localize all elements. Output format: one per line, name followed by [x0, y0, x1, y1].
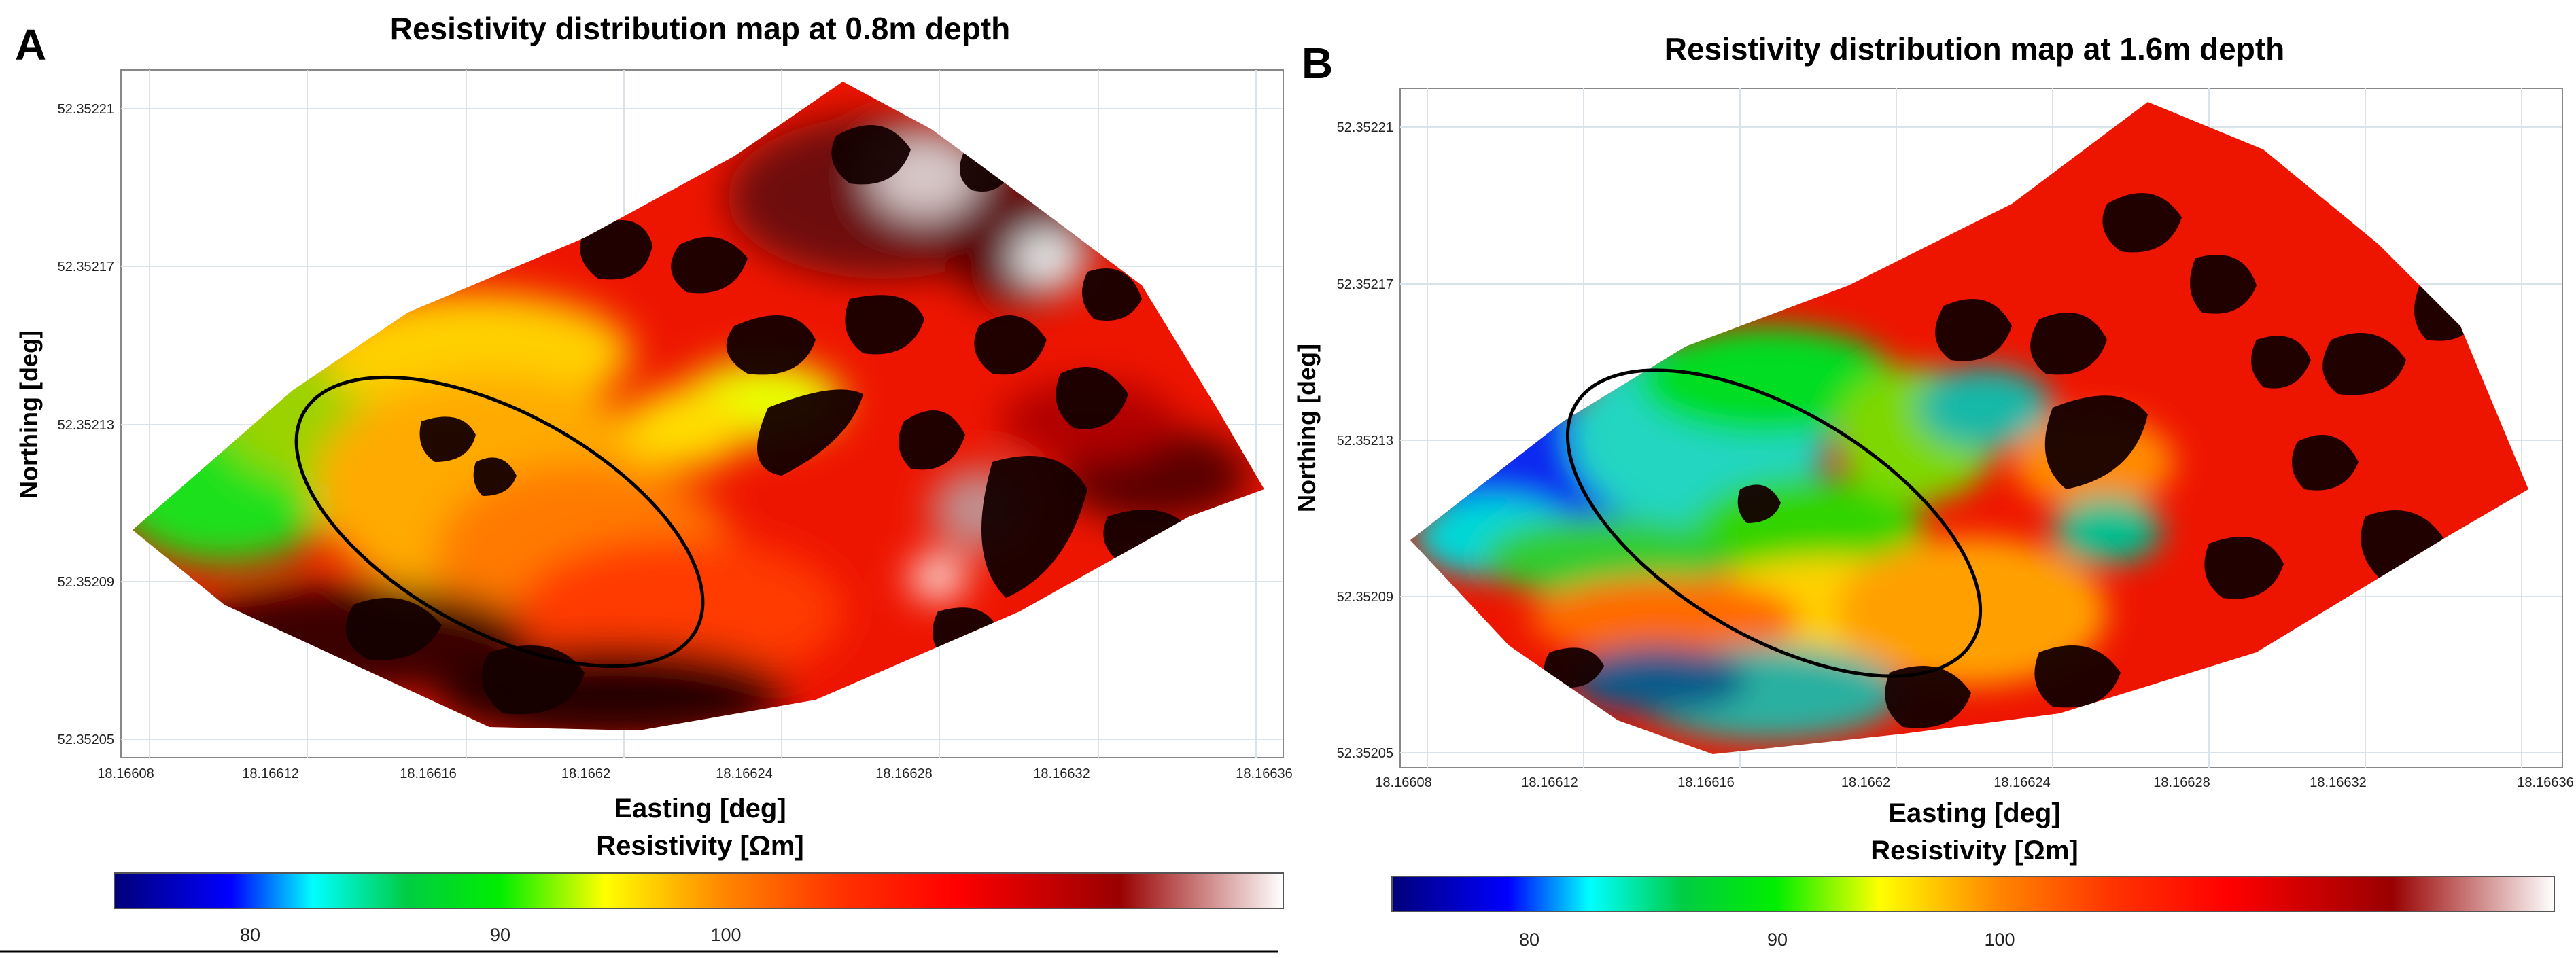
y-ticks-b: 52.35221 52.35217 52.35213 52.35209 52.3…	[1337, 120, 1393, 761]
x-tick-label: 18.16636	[1236, 766, 1292, 781]
x-ticks-b: 18.16608 18.16612 18.16616 18.1662 18.16…	[1375, 775, 2573, 790]
x-tick-label: 18.16632	[2310, 775, 2366, 790]
colorbar-tick-label: 90	[490, 925, 510, 945]
x-tick-label: 18.16624	[716, 766, 772, 781]
y-axis-label-b: Northing [deg]	[1293, 344, 1321, 512]
y-ticks-a: 52.35221 52.35217 52.35213 52.35209 52.3…	[58, 102, 114, 747]
x-axis-label-b: Easting [deg]	[1888, 798, 2060, 828]
y-axis-label-a: Northing [deg]	[15, 330, 43, 499]
y-tick-label: 52.35205	[58, 732, 114, 747]
y-tick-label: 52.35209	[1337, 590, 1393, 605]
colorbar-ticks-a: 80 90 100	[240, 925, 742, 945]
anomaly-ellipse-b	[1565, 368, 1983, 678]
panel-title-b: Resistivity distribution map at 1.6m dep…	[1665, 31, 2285, 67]
colorbar-b	[1391, 876, 2555, 912]
y-tick-label: 52.35221	[58, 102, 114, 117]
panel-a: A Resistivity distribution map at 0.8m d…	[0, 11, 1293, 953]
x-tick-label: 18.16616	[1677, 775, 1734, 790]
x-tick-label: 18.16624	[1994, 775, 2050, 790]
x-tick-label: 18.16608	[1375, 775, 1431, 790]
colorbar-title-b: Resistivity [Ωm]	[1870, 836, 2078, 866]
colorbar-tick-label: 80	[1519, 929, 1539, 950]
panel-label-a: A	[15, 20, 46, 69]
x-ticks-a: 18.16608 18.16612 18.16616 18.1662 18.16…	[97, 766, 1292, 781]
x-tick-label: 18.16636	[2517, 775, 2573, 790]
panel-title-a: Resistivity distribution map at 0.8m dep…	[390, 11, 1011, 46]
x-tick-label: 18.16608	[97, 766, 154, 781]
x-tick-label: 18.1662	[561, 766, 610, 781]
colorbar-title-a: Resistivity [Ωm]	[596, 831, 804, 861]
panel-label-b: B	[1302, 39, 1333, 88]
x-tick-label: 18.16612	[242, 766, 298, 781]
x-tick-label: 18.16616	[400, 766, 456, 781]
x-axis-label-a: Easting [deg]	[614, 794, 786, 823]
colorbar-tick-label: 100	[1984, 929, 2015, 950]
x-tick-label: 18.16628	[875, 766, 932, 781]
x-tick-label: 18.16612	[1521, 775, 1578, 790]
y-tick-label: 52.35213	[58, 418, 114, 433]
colorbar-a	[114, 872, 1284, 909]
colorbar-tick-label: 80	[240, 925, 260, 945]
colorbar-tick-label: 100	[710, 925, 741, 945]
colorbar-tick-label: 90	[1767, 929, 1788, 950]
y-tick-label: 52.35221	[1337, 120, 1393, 135]
anomaly-ellipse-a	[294, 375, 705, 669]
y-tick-label: 52.35205	[1337, 746, 1393, 761]
panel-b: B Resistivity distribution map at 1.6m d…	[1293, 31, 2574, 950]
y-tick-label: 52.35217	[58, 260, 114, 274]
y-tick-label: 52.35213	[1337, 433, 1393, 448]
x-tick-label: 18.16632	[1033, 766, 1090, 781]
y-tick-label: 52.35209	[58, 575, 114, 590]
x-tick-label: 18.1662	[1841, 775, 1890, 790]
colorbar-ticks-b: 80 90 100	[1519, 929, 2015, 950]
x-tick-label: 18.16628	[2153, 775, 2210, 790]
y-tick-label: 52.35217	[1337, 277, 1393, 292]
